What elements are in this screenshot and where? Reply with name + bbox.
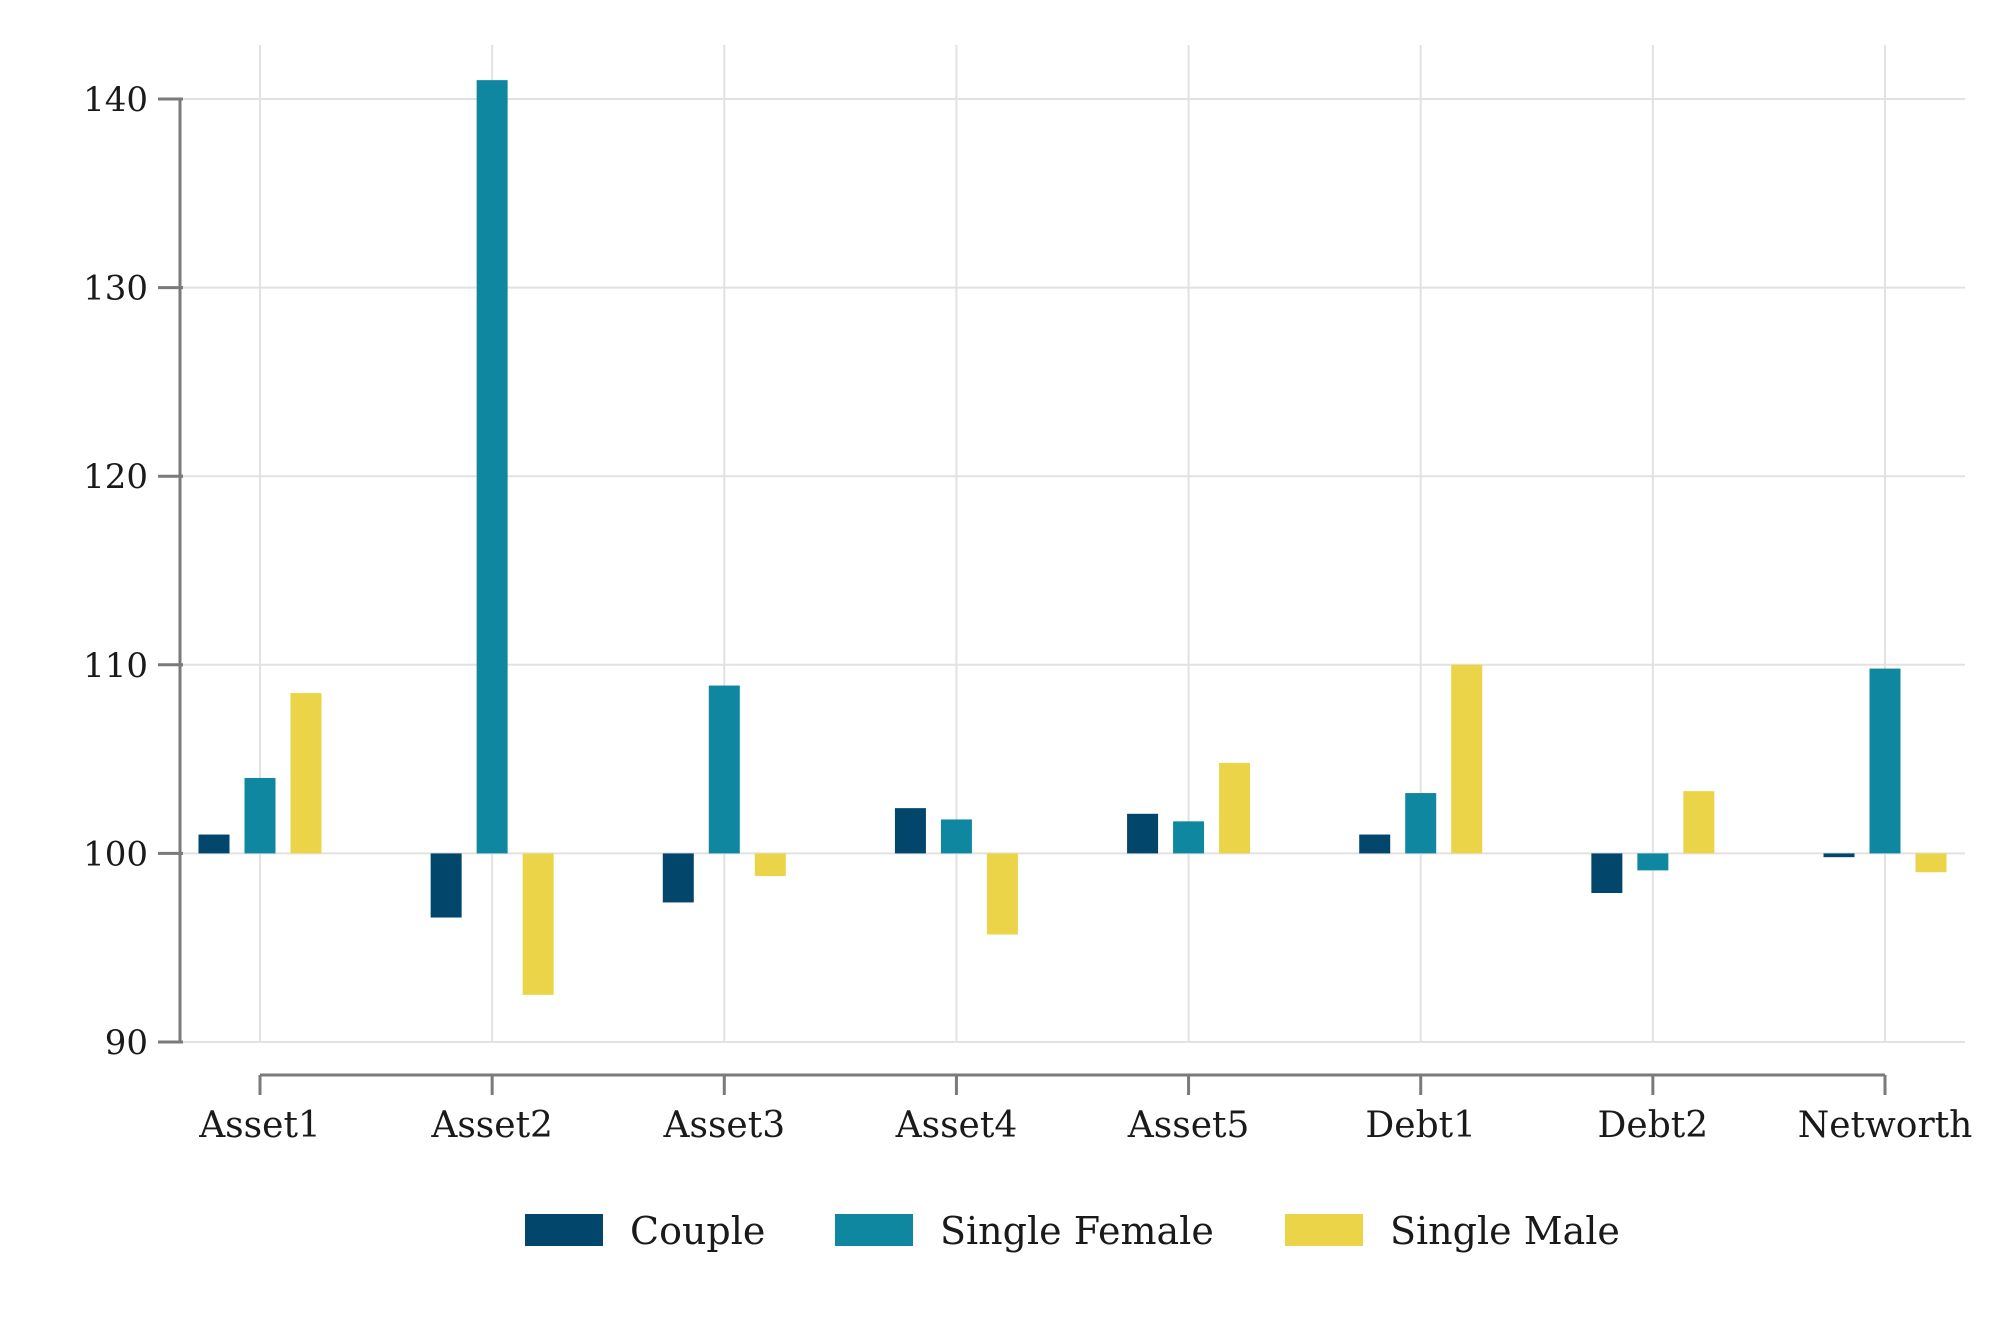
bar-single-female-asset4 <box>940 819 972 854</box>
x-tick-label: Networth <box>1798 1105 1973 1146</box>
x-tick-label: Asset4 <box>895 1105 1018 1146</box>
bar-single-female-debt1 <box>1405 793 1437 854</box>
bar-couple-debt1 <box>1359 834 1391 854</box>
bar-couple-asset5 <box>1127 813 1159 854</box>
bar-couple-asset3 <box>662 853 694 903</box>
legend-swatch-single-male <box>1285 1214 1363 1246</box>
legend-swatch-single-female <box>835 1214 913 1246</box>
legend: Couple Single Female Single Male <box>525 1209 1620 1253</box>
legend-label-single-female: Single Female <box>940 1209 1214 1253</box>
x-tick-label: Asset2 <box>430 1105 553 1146</box>
legend-label-single-male: Single Male <box>1390 1209 1620 1253</box>
bar-couple-debt2 <box>1591 853 1623 894</box>
bar-single-male-debt1 <box>1451 664 1483 854</box>
legend-label-couple: Couple <box>630 1209 765 1253</box>
bar-couple-networth <box>1823 853 1855 858</box>
bar-single-female-debt2 <box>1637 853 1669 871</box>
x-tick-label: Asset1 <box>198 1105 321 1146</box>
bar-single-male-debt2 <box>1683 791 1715 854</box>
bar-single-male-networth <box>1915 853 1947 873</box>
y-tick-label: 100 <box>83 834 148 874</box>
x-tick-label: Asset3 <box>662 1105 785 1146</box>
y-tick-label: 130 <box>83 269 148 309</box>
x-tick-label: Debt2 <box>1598 1105 1709 1146</box>
bar-couple-asset4 <box>894 808 926 854</box>
bar-single-male-asset5 <box>1219 762 1251 854</box>
bar-single-male-asset1 <box>290 693 322 854</box>
bar-layer <box>198 80 1947 995</box>
bar-single-female-asset1 <box>244 777 276 854</box>
y-tick-label: 140 <box>83 80 148 120</box>
bar-single-male-asset3 <box>754 853 786 877</box>
bar-single-male-asset2 <box>522 853 554 995</box>
legend-swatch-couple <box>525 1214 603 1246</box>
bar-single-female-networth <box>1869 668 1901 854</box>
bar-single-female-asset2 <box>476 80 508 854</box>
axis-layer: 90 100 110 120 130 140 Asset1 Asset2 Asset3 Asset… <box>83 80 1972 1146</box>
bar-single-female-asset3 <box>708 685 740 854</box>
x-tick-label: Asset5 <box>1127 1105 1250 1146</box>
y-tick-label: 110 <box>83 646 148 686</box>
y-tick-label: 120 <box>83 457 148 497</box>
y-tick-label: 90 <box>105 1023 148 1063</box>
x-tick-label: Debt1 <box>1365 1105 1476 1146</box>
bar-couple-asset2 <box>430 853 462 918</box>
bar-couple-asset1 <box>198 834 230 854</box>
bar-single-male-asset4 <box>986 853 1018 935</box>
bar-single-female-asset5 <box>1173 821 1205 854</box>
